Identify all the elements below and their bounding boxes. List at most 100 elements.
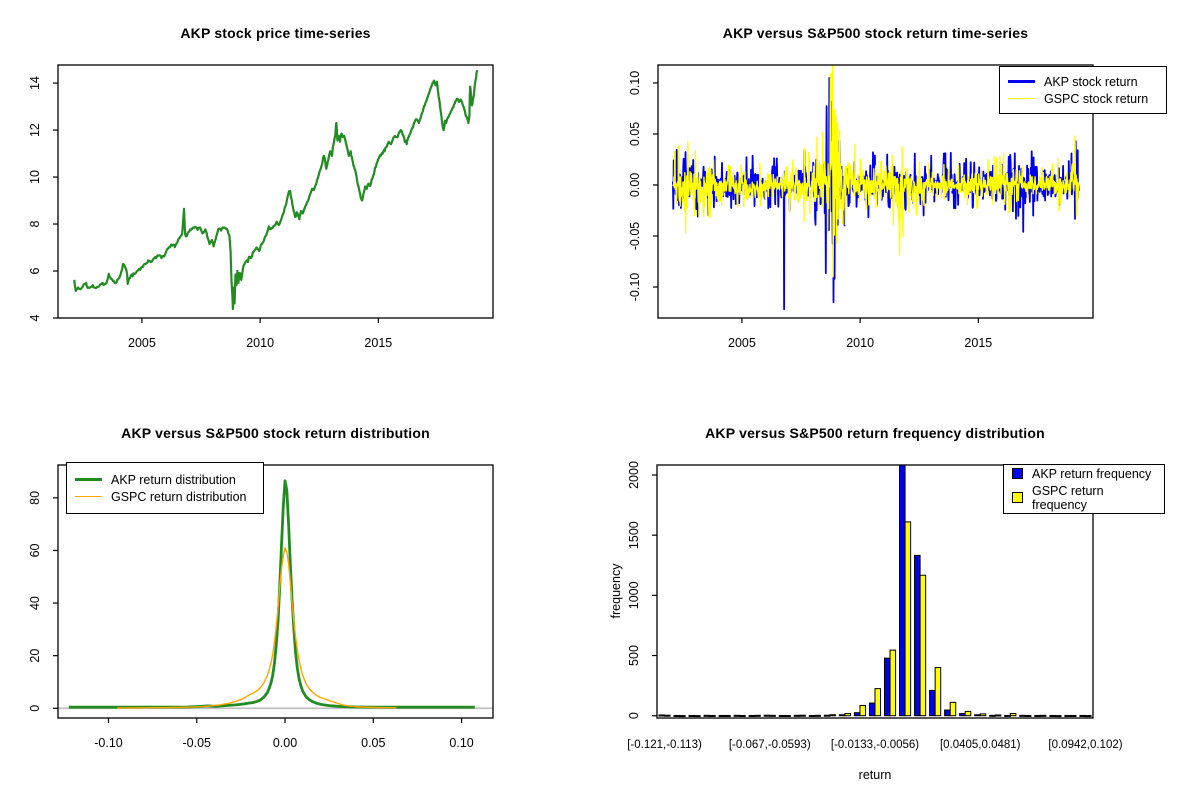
x-tick-label: 0.05	[361, 736, 385, 750]
akp-density-line-swatch	[75, 478, 102, 481]
akp-frequency-bar	[883, 657, 891, 717]
akp-frequency-bar	[1034, 714, 1041, 717]
gspc-frequency-bar	[679, 715, 686, 718]
y-tick-label: 80	[28, 491, 42, 505]
bin-label: [-0.121,-0.113)	[627, 739, 702, 751]
gspc-frequency-bar	[904, 521, 912, 717]
gspc-frequency-bar	[739, 714, 746, 717]
akp-frequency-bar	[838, 714, 846, 717]
plot-border	[656, 464, 1094, 719]
bin-label: [0.0942,0.102)	[1048, 739, 1122, 751]
x-tick-label: 2010	[846, 336, 874, 350]
akp-frequency-bar	[989, 714, 996, 717]
akp-frequency-bar	[808, 714, 816, 717]
gspc-frequency-bar	[709, 714, 716, 717]
x-tick-label: 2015	[364, 336, 392, 350]
legend-row: AKP return distribution	[75, 473, 255, 487]
y-tick-label: 1000	[627, 581, 641, 609]
akp-frequency-bar	[914, 554, 921, 717]
returns-legend: AKP stock return GSPC stock return	[999, 66, 1167, 114]
akp-frequency-bar	[748, 714, 756, 717]
y-tick-label: 500	[627, 645, 641, 666]
bin-label: [-0.0133,-0.0056)	[831, 739, 919, 751]
akp-return-line-swatch	[1008, 80, 1035, 83]
y-tick-label: 10	[28, 170, 42, 184]
gspc-frequency-bar	[1009, 713, 1017, 717]
gspc-frequency-bar	[784, 714, 791, 717]
akp-frequency-bar	[733, 714, 741, 717]
y-tick-label: 0.10	[628, 71, 642, 95]
legend-row: AKP stock return	[1008, 75, 1158, 89]
gspc-frequency-bar	[919, 574, 927, 717]
gspc-frequency-bar	[994, 714, 1002, 717]
x-tick-label: -0.10	[94, 736, 123, 750]
gspc-frequency-bar	[1024, 714, 1032, 717]
x-tick-label: 2015	[964, 336, 992, 350]
akp-frequency-bar	[823, 714, 831, 717]
x-tick-label: -0.05	[183, 736, 212, 750]
akp-frequency-bar	[658, 714, 666, 717]
bin-label: [0.0405,0.0481)	[940, 739, 1021, 751]
akp-frequency-bar	[778, 714, 786, 717]
akp-frequency-bar	[1049, 714, 1056, 717]
gspc-frequency-bar	[769, 714, 776, 717]
akp-frequency-bar	[959, 713, 966, 717]
density-chart-title: AKP versus S&P500 stock return distribut…	[121, 425, 430, 441]
akp-frequency-bar	[673, 714, 681, 717]
gspc-density-line	[117, 547, 397, 709]
akp-frequency-bar	[1004, 714, 1011, 717]
akp-frequency-bar	[1019, 714, 1026, 717]
y-tick-label: 6	[28, 267, 42, 274]
akp-frequency-bar	[853, 712, 861, 717]
gspc-frequency-bar	[829, 714, 836, 717]
akp-price-line	[73, 69, 479, 311]
gspc-frequency-bar	[1069, 714, 1077, 717]
gspc-frequency-bar	[964, 710, 972, 717]
histogram-chart-title: AKP versus S&P500 return frequency distr…	[705, 425, 1045, 441]
akp-frequency-bar	[1064, 714, 1071, 717]
akp-frequency-bar	[929, 689, 936, 717]
gspc-frequency-bar	[844, 713, 851, 717]
akp-frequency-bar	[763, 714, 771, 717]
akp-frequency-bar	[944, 709, 951, 717]
gspc-frequency-bar	[814, 714, 821, 717]
gspc-frequency-bar	[979, 713, 987, 717]
legend-row: GSPC stock return	[1008, 92, 1158, 106]
gspc-frequency-swatch	[1012, 492, 1023, 503]
legend-label: GSPC return distribution	[111, 489, 247, 504]
plot-border	[57, 64, 494, 319]
y-tick-label: 0.05	[628, 122, 642, 146]
akp-frequency-bar	[718, 714, 726, 717]
akp-frequency-bar	[703, 714, 711, 717]
bin-label: [-0.067,-0.0593)	[729, 739, 811, 751]
legend-row: GSPC return distribution	[75, 490, 255, 504]
gspc-frequency-bar	[799, 714, 806, 717]
gspc-frequency-bar	[934, 667, 942, 717]
akp-frequency-bar	[688, 714, 696, 717]
y-tick-label: 0	[627, 712, 641, 719]
gspc-frequency-bar	[754, 714, 761, 717]
y-tick-label: 1500	[627, 521, 641, 549]
y-tick-label: 0.00	[628, 173, 642, 197]
gspc-return-line	[672, 65, 1080, 278]
y-tick-label: 2000	[627, 461, 641, 489]
gspc-frequency-bar	[1084, 715, 1092, 718]
histogram-legend: AKP return frequency GSPC return frequen…	[1003, 464, 1165, 514]
legend-label: AKP return distribution	[111, 472, 236, 487]
gspc-frequency-bar	[874, 688, 882, 717]
gspc-return-line-swatch	[1008, 97, 1035, 100]
legend-label: GSPC stock return	[1044, 91, 1149, 106]
y-tick-label: 20	[28, 649, 42, 663]
y-tick-label: 8	[28, 221, 42, 228]
returns-chart-title: AKP versus S&P500 stock return time-seri…	[722, 25, 1029, 41]
akp-density-line	[68, 479, 475, 709]
legend-label: AKP return frequency	[1032, 466, 1152, 481]
akp-frequency-bar	[899, 464, 906, 717]
akp-frequency-bar	[793, 714, 801, 717]
price-chart-title: AKP stock price time-series	[180, 25, 371, 41]
y-tick-label: 40	[28, 596, 42, 610]
y-tick-label: 12	[28, 123, 42, 137]
gspc-frequency-bar	[1054, 715, 1062, 718]
akp-frequency-bar	[1079, 714, 1086, 717]
